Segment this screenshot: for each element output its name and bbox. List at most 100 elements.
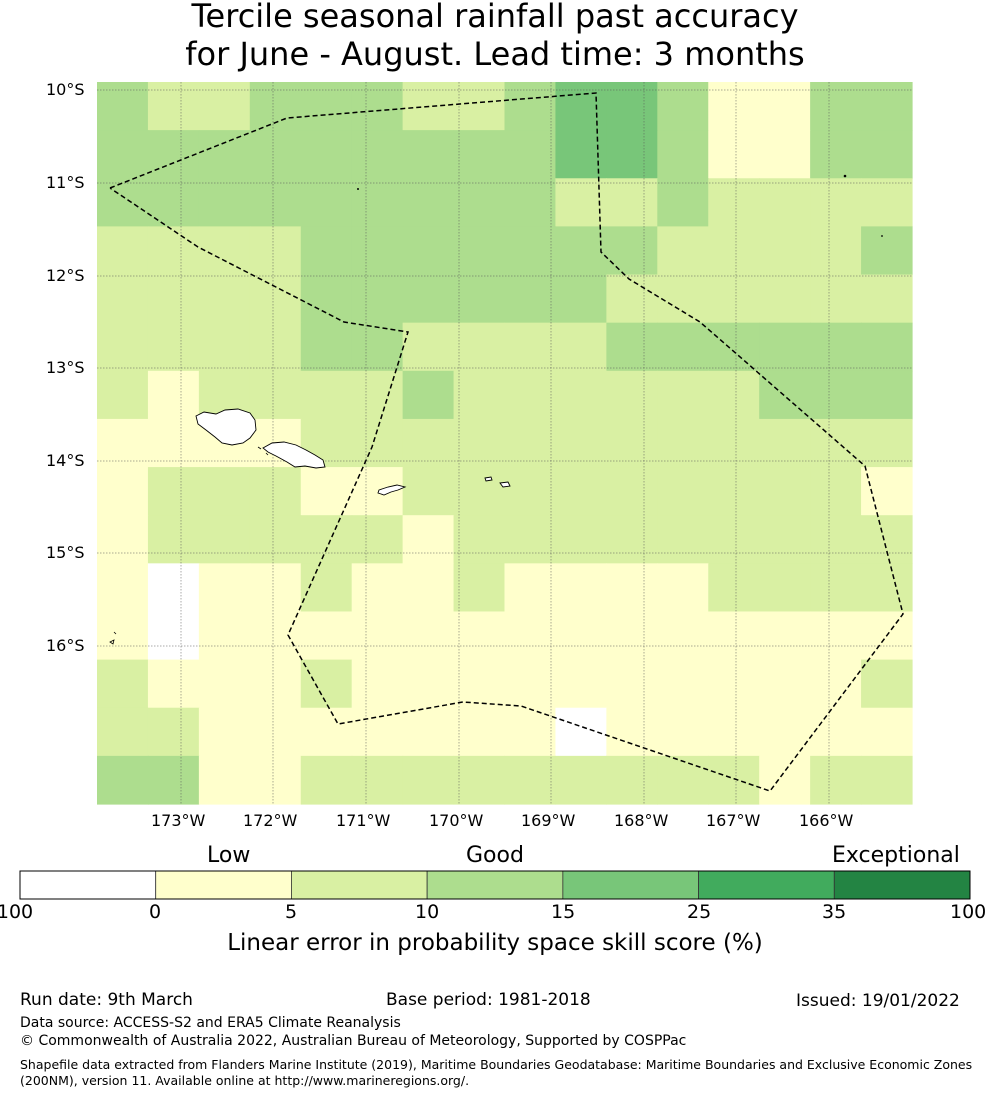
grid-cell [147,755,200,805]
grid-cell [606,659,658,709]
grid-cell [453,322,506,372]
grid-cell [657,707,709,757]
grid-cell [97,563,149,613]
grid-cell [555,226,607,276]
grid-cell [657,226,709,276]
grid-cell [708,611,760,661]
island-tutuila [377,484,407,496]
colorbar-segment [698,870,835,900]
grid-cell [759,755,811,805]
grid-cell [504,707,557,757]
island-ofu [484,476,493,482]
lon-label: 170°W [429,811,484,830]
grid-cell [453,707,506,757]
lon-label: 172°W [243,811,298,830]
shapefile-credit-line-2: (200NM), version 11. Available online at… [20,1073,470,1088]
grid-cell [249,611,302,661]
grid-cell [606,515,658,564]
grid-cell [402,755,455,805]
grid-cell [300,707,353,757]
islet [257,446,269,456]
shapefile-credit-line-1: Shapefile data extracted from Flanders M… [20,1057,973,1072]
grid-cell [453,659,506,709]
grid-cell [453,755,506,805]
grid-cell [504,130,557,179]
grid-cell [759,515,811,564]
colorbar-category-exceptional: Exceptional [832,843,960,868]
grid-cell [606,755,658,805]
lon-label: 173°W [151,811,206,830]
grid-cell [759,611,811,661]
grid-cell [453,563,506,613]
grid-cell [810,467,862,516]
grid-cell [708,563,760,613]
grid-cell [198,467,251,516]
grid-cell [97,467,149,516]
grid-cell [504,418,557,468]
grid-cell [249,659,302,709]
grid-cell [504,226,557,276]
grid-cell [147,130,200,179]
grid-cell [606,322,658,372]
grid-cell [759,178,811,227]
grid-cell [300,467,353,516]
grid-cell [198,707,251,757]
grid-cell [708,178,760,227]
colorbar-tick: 35 [822,901,847,923]
colorbar-title: Linear error in probability space skill … [227,930,763,956]
grid-cell [198,755,251,805]
grid-cell [759,659,811,709]
grid-cell [555,82,607,131]
grid-cell [555,611,607,661]
grid-cell [402,418,455,468]
grid-cell [453,418,506,468]
lon-label: 171°W [336,811,391,830]
grid-cell [708,659,760,709]
grid-cell [504,370,557,420]
grid-cell [147,563,200,613]
grid-cell [861,274,913,324]
grid-cell [147,467,200,516]
grid-cell [351,274,404,324]
island-upolu [262,441,326,469]
grid-cell [249,178,302,227]
grid-cell [402,274,455,324]
grid-cell [504,178,557,227]
colorbar-tick: 0 [149,901,162,923]
grid-cell [351,707,404,757]
grid-cell [810,274,862,324]
issued-date: Issued: 19/01/2022 [796,991,960,1011]
islet [357,188,359,190]
lat-label: 15°S [46,543,85,562]
grid-cell [861,563,913,613]
grid-cell [861,82,913,131]
grid-cell [606,563,658,613]
grid-cell [708,370,760,420]
lon-label: 169°W [521,811,576,830]
grid-cell [402,226,455,276]
grid-cell [402,178,455,227]
eez-boundary [109,92,904,792]
grid-cell [402,611,455,661]
colorbar-tick: 15 [551,901,576,923]
lat-label: 16°S [46,636,85,655]
grid-cell [555,755,607,805]
skill-grid [97,82,913,805]
grid-cell [555,130,607,179]
grid-cell [504,611,557,661]
grid-cell [351,659,404,709]
lat-label: 12°S [46,266,85,285]
grid-cell [606,370,658,420]
grid-cell [147,707,200,757]
grid-cell [249,82,302,131]
grid-cell [453,467,506,516]
grid-cell [300,515,353,564]
grid-cell [97,611,149,661]
grid-cell [606,418,658,468]
grid-cell [657,274,709,324]
grid-cell [97,274,149,324]
grid-cell [300,82,353,131]
grid-cell [147,370,200,420]
grid-cell [555,418,607,468]
grid-cell [147,515,200,564]
